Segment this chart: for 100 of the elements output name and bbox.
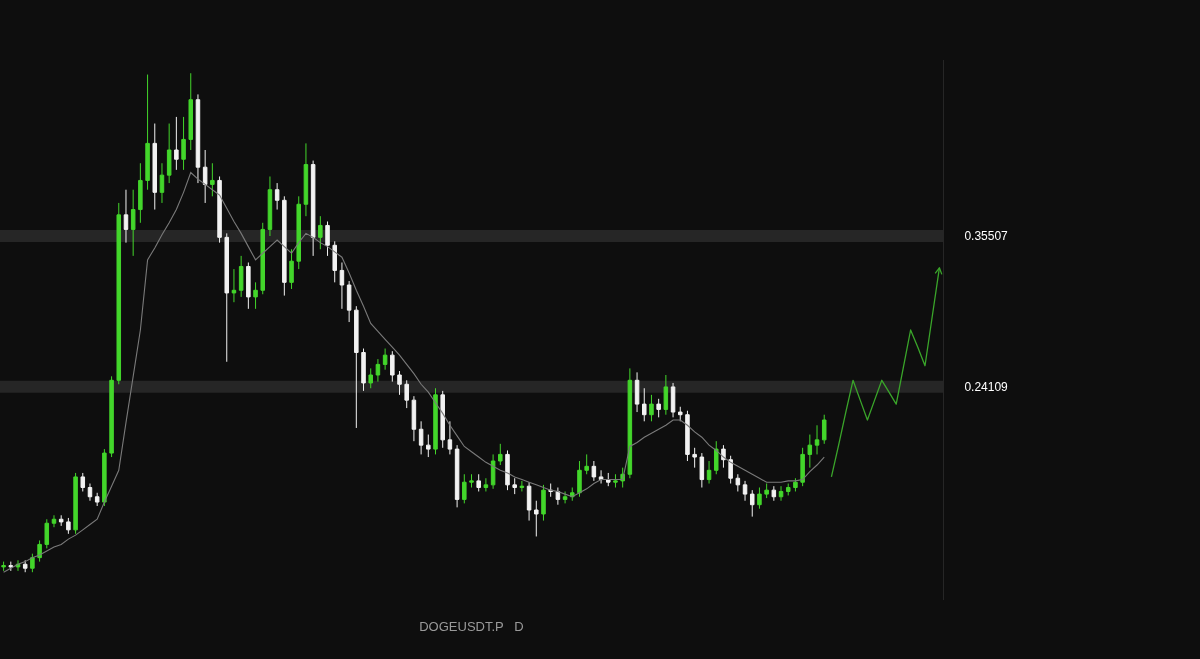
candlestick	[260, 222, 266, 295]
candlestick	[821, 414, 827, 445]
candlestick	[447, 420, 453, 455]
candlestick	[166, 123, 172, 184]
y-tick-label: 0.35507	[964, 229, 1009, 244]
candlestick	[713, 440, 719, 475]
candlestick	[181, 116, 186, 171]
candlestick	[195, 93, 201, 184]
candlestick	[526, 481, 532, 522]
candlestick	[109, 375, 114, 458]
candlestick	[346, 280, 352, 323]
candlestick	[318, 215, 323, 250]
candlestick	[642, 387, 647, 422]
candlestick	[778, 485, 784, 502]
candlestick	[771, 485, 777, 502]
candlestick	[210, 162, 215, 197]
candlestick	[44, 518, 50, 549]
candlestick	[584, 453, 589, 475]
candlestick	[505, 449, 510, 491]
candlestick	[469, 473, 474, 488]
candlestick	[591, 460, 597, 482]
candlestick	[332, 240, 337, 283]
candlestick	[217, 175, 222, 244]
candlestick	[426, 434, 431, 458]
candlestick	[606, 472, 611, 487]
candlestick	[562, 490, 568, 504]
candlestick	[512, 477, 517, 495]
candlestick	[274, 182, 280, 211]
candlestick	[397, 370, 402, 396]
candlestick	[498, 443, 503, 466]
candlestick	[22, 559, 28, 573]
candlestick	[174, 116, 179, 171]
candlestick	[282, 195, 287, 297]
candlestick	[677, 406, 683, 422]
candlestick	[102, 448, 107, 507]
candlestick	[37, 539, 42, 563]
candlestick	[296, 195, 301, 270]
candlestick	[627, 367, 633, 479]
candlestick	[634, 371, 640, 413]
candlestick	[807, 434, 813, 469]
candlestick	[649, 394, 654, 422]
candlestick	[238, 255, 244, 298]
candlestick	[656, 398, 661, 418]
candlestick	[145, 74, 150, 191]
candlestick	[94, 492, 100, 507]
candlestick	[454, 444, 460, 508]
candlestick	[339, 262, 345, 310]
candlestick	[548, 483, 553, 498]
candlestick	[253, 281, 258, 310]
candlestick	[354, 305, 359, 429]
candlestick	[289, 248, 294, 290]
candlestick	[159, 162, 165, 204]
candlestick	[462, 473, 467, 504]
candlestick	[375, 358, 381, 383]
candlestick	[130, 189, 136, 257]
candlestick	[66, 517, 71, 535]
candlestick	[1, 561, 6, 572]
text: DOGEUSDT.P D	[419, 618, 524, 634]
candlestick	[30, 553, 35, 573]
candlestick	[764, 483, 769, 499]
y-tick-label: 0.24109	[964, 379, 1009, 394]
candlestick	[749, 489, 755, 518]
candlestick	[699, 452, 705, 488]
candlestick	[202, 149, 208, 204]
candlestick	[267, 175, 273, 237]
candlestick	[541, 484, 546, 522]
candlestick	[390, 350, 395, 383]
candlestick	[728, 455, 733, 485]
candlestick	[692, 447, 697, 469]
candlestick	[8, 561, 14, 572]
candlestick	[735, 473, 741, 492]
candlestick	[706, 460, 712, 485]
candlestick	[800, 447, 805, 487]
candlestick	[685, 410, 690, 462]
candlestick	[116, 202, 122, 385]
candlestick	[152, 123, 158, 211]
candlestick	[742, 480, 748, 502]
candlestick	[814, 424, 820, 455]
candlestick	[490, 453, 496, 490]
candlestick	[51, 514, 57, 528]
candlestick	[476, 473, 481, 492]
candlestick	[58, 514, 64, 527]
candlestick	[87, 483, 93, 502]
candlestick	[368, 367, 373, 389]
candlestick	[404, 379, 409, 409]
candlestick	[519, 480, 525, 492]
candlestick	[433, 387, 438, 455]
candlestick	[577, 460, 582, 498]
candlestick	[303, 142, 309, 217]
candlestick	[73, 472, 78, 535]
candlestick	[224, 232, 230, 363]
line-series	[3, 171, 825, 573]
candlestick	[411, 395, 417, 442]
candlestick	[188, 72, 194, 151]
candlestick	[613, 473, 618, 488]
candlestick	[440, 390, 445, 449]
candlestick	[483, 477, 489, 492]
candlestick	[534, 500, 539, 537]
candlestick	[138, 162, 143, 224]
candlestick	[325, 220, 330, 257]
